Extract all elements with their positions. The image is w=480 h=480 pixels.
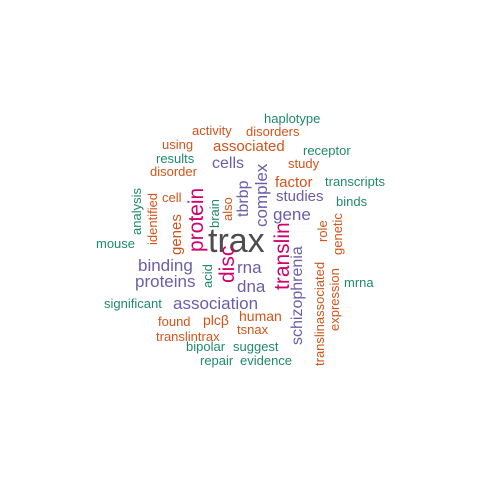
word-44: mrna bbox=[344, 275, 374, 290]
word-39: binds bbox=[336, 194, 368, 209]
word-47: suggest bbox=[233, 339, 279, 354]
word-22: translintrax bbox=[156, 329, 220, 344]
word-48: repair bbox=[200, 353, 234, 368]
word-49: evidence bbox=[240, 353, 293, 368]
word-40: analysis bbox=[129, 188, 144, 235]
word-11: dna bbox=[237, 277, 266, 296]
word-33: also bbox=[220, 197, 235, 221]
word-45: significant bbox=[104, 296, 162, 311]
word-10: rna bbox=[237, 258, 262, 277]
word-13: studies bbox=[276, 188, 324, 205]
word-8: binding bbox=[138, 256, 193, 275]
word-26: genetic bbox=[330, 213, 345, 255]
word-31: using bbox=[162, 137, 194, 152]
word-14: cells bbox=[212, 155, 245, 172]
word-41: brain bbox=[207, 199, 222, 228]
word-21: found bbox=[158, 314, 191, 329]
word-4: schizophrenia bbox=[289, 246, 306, 345]
word-16: factor bbox=[275, 174, 313, 191]
word-20: tsnax bbox=[237, 322, 269, 337]
word-1: protein bbox=[185, 187, 208, 252]
word-25: expression bbox=[327, 268, 342, 331]
word-7: association bbox=[173, 294, 259, 313]
word-38: transcripts bbox=[325, 174, 385, 189]
word-36: receptor bbox=[303, 143, 351, 158]
word-3: disc bbox=[216, 245, 239, 283]
word-28: disorder bbox=[150, 164, 197, 179]
word-9: proteins bbox=[135, 272, 196, 291]
word-37: results bbox=[156, 151, 195, 166]
word-19: plcβ bbox=[203, 312, 229, 328]
word-35: haplotype bbox=[264, 111, 321, 126]
word-18: human bbox=[239, 308, 282, 324]
word-42: mouse bbox=[96, 236, 136, 251]
word-17: genes bbox=[168, 214, 185, 255]
word-15: associated bbox=[213, 138, 285, 155]
word-27: study bbox=[288, 156, 320, 171]
word-0: trax bbox=[208, 222, 265, 260]
word-23: translinassociated bbox=[312, 261, 327, 366]
word-5: complex bbox=[252, 163, 271, 227]
word-29: disorders bbox=[246, 124, 300, 139]
word-6: tbrbp bbox=[235, 180, 252, 217]
word-30: activity bbox=[192, 123, 232, 138]
word-24: role bbox=[315, 220, 330, 242]
word-43: acid bbox=[200, 264, 215, 288]
word-46: bipolar bbox=[186, 339, 226, 354]
word-34: identified bbox=[145, 192, 160, 245]
word-12: gene bbox=[273, 205, 311, 224]
word-32: cell bbox=[162, 190, 182, 205]
